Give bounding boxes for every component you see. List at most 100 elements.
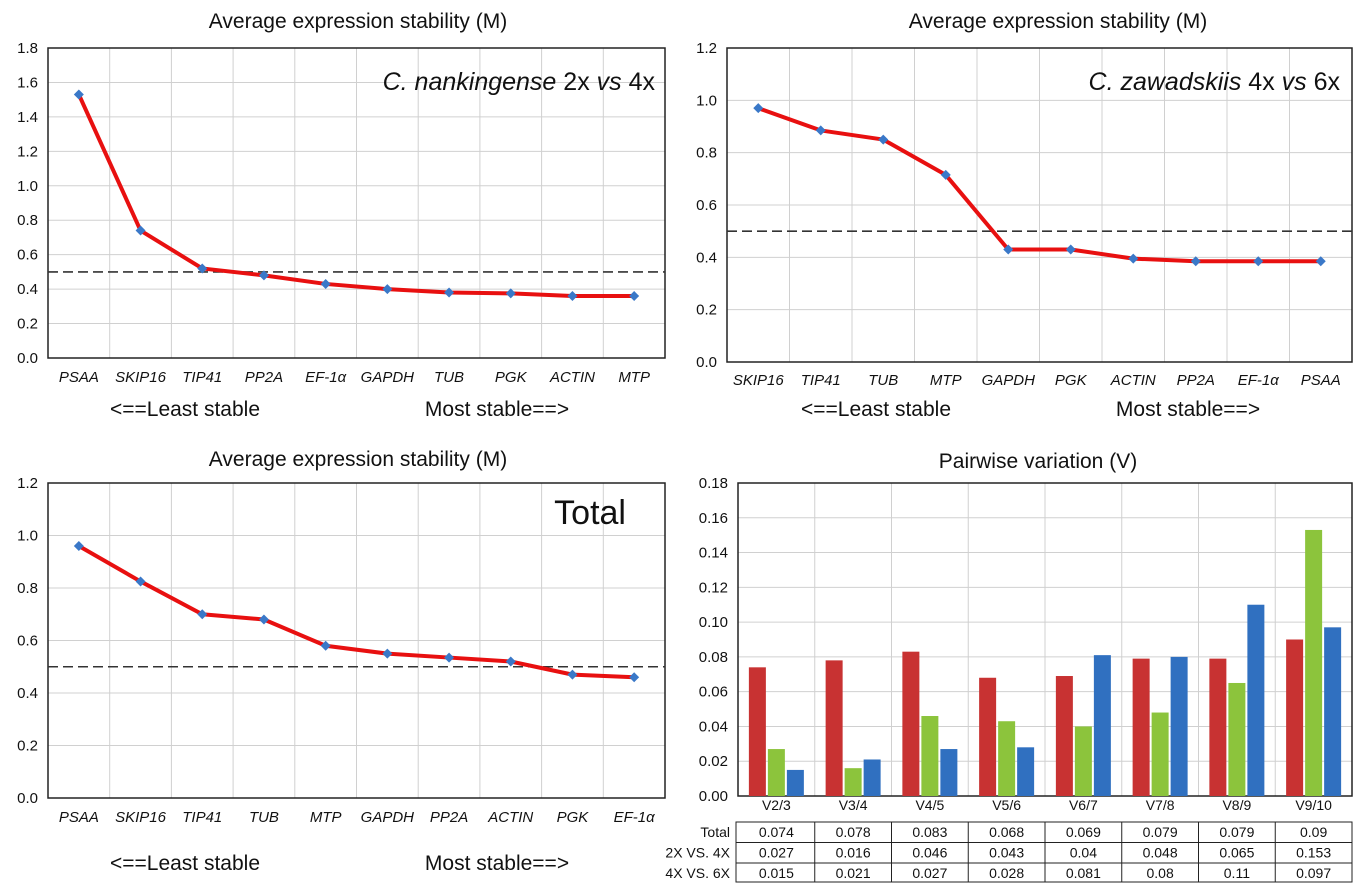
y-tick-label: 0.4 bbox=[696, 249, 717, 266]
table-cell-value: 0.153 bbox=[1296, 845, 1331, 861]
x-tick-label: PP2A bbox=[430, 809, 468, 826]
y-tick-label: 0.4 bbox=[17, 281, 38, 298]
bar-total bbox=[979, 677, 997, 796]
chart-title: Pairwise variation (V) bbox=[939, 450, 1137, 473]
table-row-label: 4X VS. 6X bbox=[665, 865, 730, 881]
bar-4x-vs-6x bbox=[1247, 604, 1265, 796]
most-stable-note: Most stable==> bbox=[425, 398, 569, 421]
x-tick-label: V5/6 bbox=[992, 797, 1021, 813]
data-point bbox=[567, 669, 578, 680]
bar-4x-vs-6x bbox=[863, 759, 881, 796]
data-point bbox=[444, 287, 455, 298]
x-tick-label: SKIP16 bbox=[115, 809, 167, 826]
bar-2x-vs-4x bbox=[1228, 682, 1246, 796]
x-tick-label: MTP bbox=[618, 369, 650, 386]
data-point bbox=[135, 576, 146, 587]
bar-2x-vs-4x bbox=[921, 716, 939, 796]
y-tick-label: 1.2 bbox=[17, 143, 38, 160]
x-tick-label: V7/8 bbox=[1146, 797, 1175, 813]
data-point bbox=[753, 103, 764, 114]
x-tick-label: PP2A bbox=[245, 369, 283, 386]
table-cell-value: 0.065 bbox=[1219, 845, 1254, 861]
data-point bbox=[320, 278, 331, 289]
y-tick-label: 0.02 bbox=[699, 753, 728, 770]
table-row-label: Total bbox=[700, 824, 730, 840]
bar-4x-vs-6x bbox=[786, 769, 804, 796]
x-tick-label: V4/5 bbox=[915, 797, 944, 813]
bar-2x-vs-4x bbox=[1074, 726, 1092, 796]
y-tick-label: 1.0 bbox=[696, 92, 717, 109]
y-tick-label: 0.16 bbox=[699, 510, 728, 527]
x-tick-label: TUB bbox=[249, 809, 279, 826]
bar-total bbox=[1209, 658, 1227, 796]
x-tick-label: EF-1α bbox=[1238, 372, 1280, 389]
data-point bbox=[567, 291, 578, 301]
data-point bbox=[258, 614, 269, 625]
data-point bbox=[1128, 253, 1139, 264]
y-tick-label: 0.04 bbox=[699, 718, 728, 735]
x-tick-label: V8/9 bbox=[1222, 797, 1251, 813]
y-tick-label: 0.0 bbox=[17, 350, 38, 367]
annotation-ploidy-a: 4x bbox=[1241, 68, 1281, 96]
x-tick-label: TIP41 bbox=[182, 809, 222, 826]
table-cell-value: 0.069 bbox=[1066, 824, 1101, 840]
y-tick-label: 0.8 bbox=[17, 580, 38, 597]
data-point bbox=[444, 652, 455, 663]
x-tick-label: PGK bbox=[1055, 372, 1088, 389]
table-cell-value: 0.016 bbox=[836, 845, 871, 861]
x-tick-label: GAPDH bbox=[361, 809, 415, 826]
data-point bbox=[197, 609, 208, 620]
data-point bbox=[135, 225, 146, 236]
x-tick-label: PSAA bbox=[59, 809, 99, 826]
x-tick-label: GAPDH bbox=[982, 372, 1036, 389]
y-tick-label: 1.4 bbox=[17, 109, 38, 126]
y-tick-label: 0.12 bbox=[699, 579, 728, 596]
y-tick-label: 0.2 bbox=[17, 738, 38, 755]
y-tick-label: 1.2 bbox=[696, 40, 717, 57]
x-tick-label: MTP bbox=[310, 809, 342, 826]
y-tick-label: 1.8 bbox=[17, 40, 38, 57]
x-tick-label: EF-1α bbox=[614, 809, 656, 826]
bar-total bbox=[748, 667, 766, 796]
stability-series-line bbox=[757, 106, 1321, 264]
data-point bbox=[505, 288, 516, 299]
data-point bbox=[629, 291, 640, 301]
y-tick-label: 0.6 bbox=[17, 633, 38, 650]
data-point bbox=[320, 640, 331, 651]
table-cell-value: 0.11 bbox=[1224, 865, 1250, 881]
data-point bbox=[629, 672, 640, 683]
x-tick-label: SKIP16 bbox=[115, 369, 167, 386]
y-tick-label: 0.06 bbox=[699, 684, 728, 701]
data-point bbox=[73, 541, 84, 551]
data-point bbox=[1003, 244, 1014, 255]
table-cell-value: 0.079 bbox=[1219, 824, 1254, 840]
table-cell-value: 0.079 bbox=[1143, 824, 1178, 840]
plot-frame bbox=[47, 482, 666, 799]
bar-total bbox=[1132, 658, 1150, 796]
least-stable-note: <==Least stable bbox=[110, 852, 260, 875]
bar-chart-pairwise: 0.00 0.02 0.04 0.06 0.08 0.10 0.12 0.14 0.16 0.18… bbox=[665, 450, 1353, 883]
x-tick-label: GAPDH bbox=[361, 369, 415, 386]
data-point bbox=[1190, 256, 1201, 267]
data-point bbox=[940, 169, 951, 180]
x-tick-label: V3/4 bbox=[839, 797, 868, 813]
table-cell-value: 0.015 bbox=[759, 865, 794, 881]
annotation-vs: vs bbox=[597, 68, 622, 96]
y-tick-label: 0.00 bbox=[699, 788, 728, 805]
bar-2x-vs-4x bbox=[1305, 529, 1323, 796]
x-tick-label: SKIP16 bbox=[733, 372, 785, 389]
stability-series-line bbox=[77, 544, 635, 680]
least-stable-note: <==Least stable bbox=[801, 398, 951, 421]
table-cell-value: 0.074 bbox=[759, 824, 794, 840]
bar-4x-vs-6x bbox=[1017, 747, 1035, 796]
table-cell-value: 0.04 bbox=[1070, 845, 1097, 861]
y-tick-label: 0.2 bbox=[696, 302, 717, 319]
bar-total bbox=[825, 660, 843, 796]
bar-2x-vs-4x bbox=[998, 721, 1016, 796]
table-cell-value: 0.027 bbox=[912, 865, 947, 881]
y-tick-label: 1.0 bbox=[17, 178, 38, 195]
table-cell-value: 0.046 bbox=[912, 845, 947, 861]
x-tick-label: PSAA bbox=[1301, 372, 1341, 389]
plot-frame bbox=[726, 47, 1353, 363]
annotation-vs: vs bbox=[1282, 68, 1307, 96]
